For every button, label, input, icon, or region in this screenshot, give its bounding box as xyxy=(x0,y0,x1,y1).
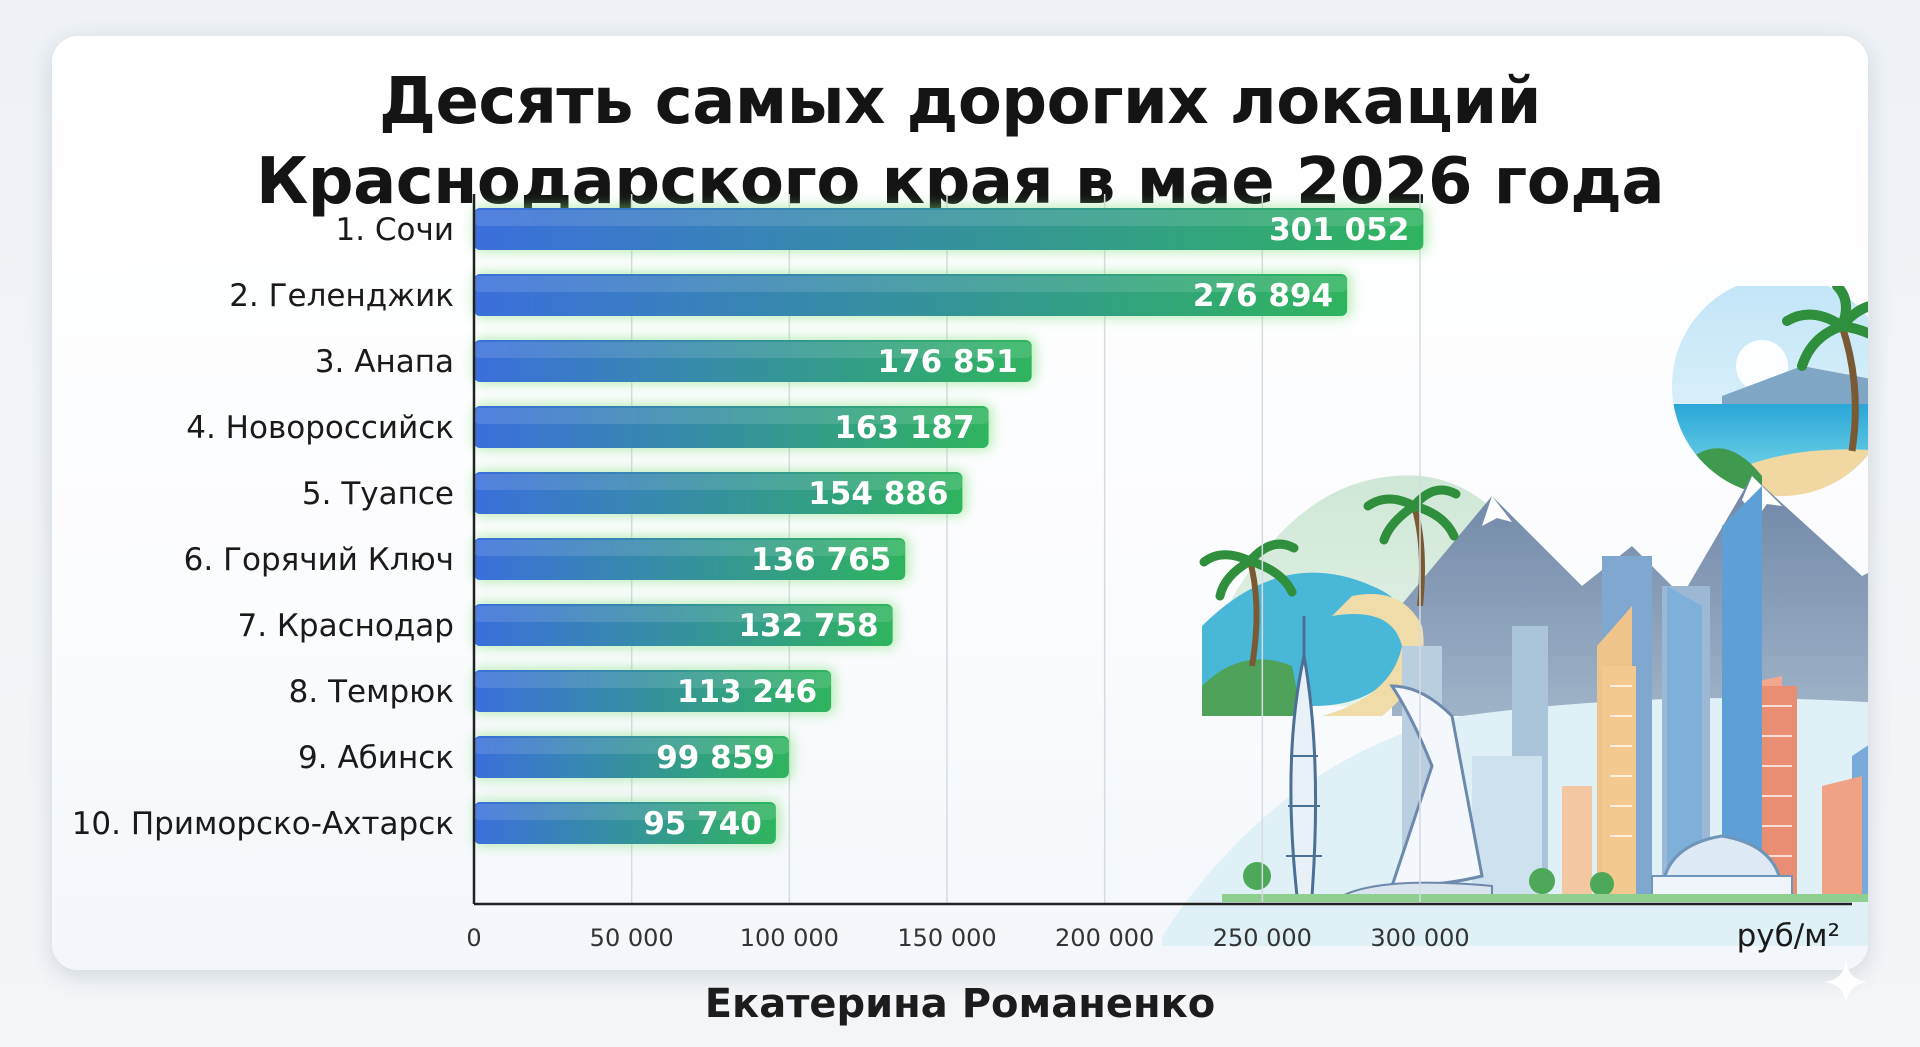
category-label: 2. Геленджик xyxy=(229,278,454,314)
x-tick-label: 300 000 xyxy=(1370,924,1469,952)
tree-icon xyxy=(1222,862,1868,902)
bar xyxy=(474,802,776,844)
bar-value-label: 301 052 xyxy=(1269,212,1409,248)
category-label: 10. Приморско-Ахтарск xyxy=(72,806,454,842)
bar-value-label: 132 758 xyxy=(738,608,878,644)
bar xyxy=(474,538,906,580)
bar xyxy=(474,208,1424,250)
bar-highlight xyxy=(474,606,893,622)
chart-card: Десять самых дорогих локаций Краснодарск… xyxy=(52,36,1868,970)
category-label: 4. Новороссийск xyxy=(186,410,454,446)
sail-tower-icon xyxy=(1286,616,1322,898)
bar-value-label: 95 740 xyxy=(643,806,762,842)
category-label: 5. Туапсе xyxy=(302,476,454,512)
palm-tree-icon xyxy=(1782,286,1868,452)
sea-beach-icon xyxy=(1672,286,1868,496)
bar-value-label: 136 765 xyxy=(751,542,891,578)
bar-highlight xyxy=(474,342,1032,358)
bar-highlight xyxy=(474,738,789,754)
bar-value-label: 176 851 xyxy=(877,344,1017,380)
bar-highlight xyxy=(474,540,906,556)
bar-highlight xyxy=(474,672,832,688)
x-axis-unit-label: руб/м² xyxy=(1737,918,1840,954)
x-tick-label: 0 xyxy=(466,924,481,952)
bar xyxy=(474,340,1032,382)
bar xyxy=(474,406,989,448)
bar-highlight xyxy=(474,474,963,490)
bar xyxy=(474,604,893,646)
bar-value-label: 163 187 xyxy=(834,410,974,446)
bar-value-label: 276 894 xyxy=(1193,278,1333,314)
author-credit: Екатерина Романенко xyxy=(704,981,1216,1027)
bar xyxy=(474,736,789,778)
category-label: 6. Горячий Ключ xyxy=(184,542,454,578)
x-tick-label: 50 000 xyxy=(590,924,674,952)
bar-highlight xyxy=(474,210,1424,226)
bar xyxy=(474,274,1348,316)
bar-highlight xyxy=(474,408,989,424)
bar xyxy=(474,472,963,514)
x-tick-label: 150 000 xyxy=(897,924,996,952)
chart-title-line-1: Десять самых дорогих локаций xyxy=(378,65,1542,139)
palm-tree-icon xyxy=(1199,485,1461,667)
category-label: 7. Краснодар xyxy=(237,608,454,644)
category-label: 9. Абинск xyxy=(298,740,454,776)
category-label: 8. Темрюк xyxy=(289,674,454,710)
bar-value-label: 113 246 xyxy=(677,674,817,710)
bar-highlight xyxy=(474,804,776,820)
category-label: 1. Сочи xyxy=(335,212,454,248)
resort-illustration xyxy=(1162,286,1868,946)
chart-title: Десять самых дорогих локаций Краснодарск… xyxy=(52,62,1868,222)
x-tick-label: 200 000 xyxy=(1055,924,1154,952)
bar-highlight xyxy=(474,276,1348,292)
bar xyxy=(474,670,832,712)
x-tick-label: 250 000 xyxy=(1213,924,1312,952)
bar-chart: 301 052 1. Сочи 276 894 2. Геленджик 176 851… xyxy=(72,194,1852,954)
city-skyline-icon xyxy=(1162,486,1868,946)
bar-value-label: 99 859 xyxy=(656,740,775,776)
sparkle-icon xyxy=(1824,960,1868,1004)
category-label: 3. Анапа xyxy=(315,344,454,380)
bar-value-label: 154 886 xyxy=(808,476,948,512)
x-tick-label: 100 000 xyxy=(740,924,839,952)
